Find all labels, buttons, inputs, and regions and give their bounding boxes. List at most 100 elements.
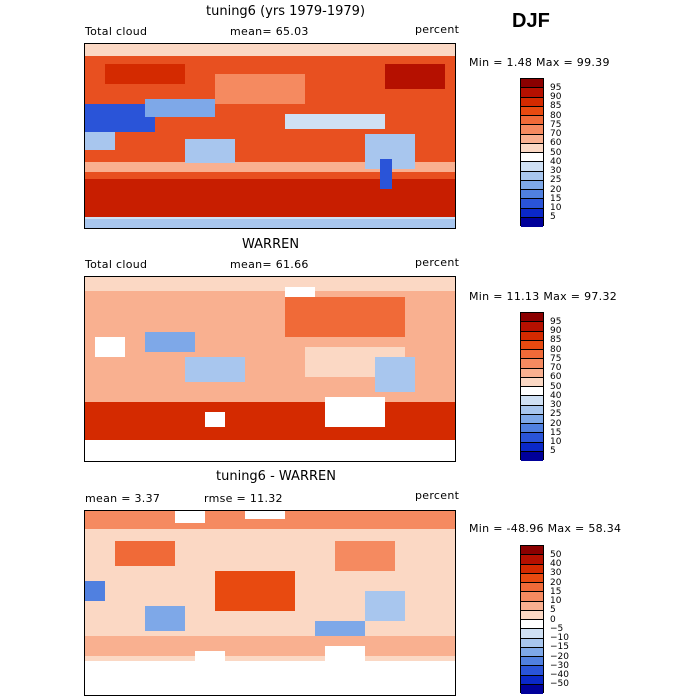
colorbar-tick-label: 75	[550, 120, 562, 130]
colorbar-cell	[521, 368, 543, 378]
colorbar-tick-label: 15	[550, 587, 562, 597]
panel2-units: percent	[415, 256, 460, 269]
panel1-units: percent	[415, 23, 460, 36]
colorbar-cell	[521, 657, 543, 667]
colorbar-cell	[521, 190, 543, 200]
colorbar-cell	[521, 322, 543, 332]
colorbar-cell	[521, 620, 543, 630]
colorbar-cell	[521, 592, 543, 602]
colorbar-tick-label: 80	[550, 345, 562, 355]
panel3-mean: mean = 3.37	[85, 492, 161, 505]
colorbar-tick-label: 50	[550, 148, 562, 158]
panel1-left-label: Total cloud	[85, 25, 148, 38]
colorbar-cell	[521, 629, 543, 639]
colorbar-cell	[521, 180, 543, 190]
colorbar-cell	[521, 125, 543, 135]
colorbar-cell	[521, 396, 543, 406]
colorbar-tick-label: −10	[550, 633, 569, 643]
colorbar-cell	[521, 359, 543, 369]
panel1-colorbar	[520, 78, 544, 227]
colorbar-tick-label: −20	[550, 652, 569, 662]
panel2-left-label: Total cloud	[85, 258, 148, 271]
colorbar-cell	[521, 134, 543, 144]
panel2-mean: mean= 61.66	[230, 258, 309, 271]
colorbar-tick-label: −50	[550, 679, 569, 689]
colorbar-cell	[521, 199, 543, 209]
colorbar-cell	[521, 675, 543, 685]
colorbar-tick-label: 25	[550, 409, 562, 419]
panel3-units: percent	[415, 489, 460, 502]
colorbar-tick-label: 20	[550, 578, 562, 588]
colorbar-tick-label: 85	[550, 101, 562, 111]
colorbar-tick-label: −15	[550, 642, 569, 652]
colorbar-tick-label: 90	[550, 326, 562, 336]
panel3-title: tuning6 - WARREN	[216, 469, 336, 484]
colorbar-cell	[521, 405, 543, 415]
colorbar-tick-label: 5	[550, 605, 556, 615]
colorbar-cell	[521, 442, 543, 452]
panel1-mean: mean= 65.03	[230, 25, 309, 38]
colorbar-cell	[521, 331, 543, 341]
colorbar-cell	[521, 350, 543, 360]
panel2-minmax: Min = 11.13 Max = 97.32	[469, 290, 618, 303]
colorbar-cell	[521, 433, 543, 443]
colorbar-cell	[521, 684, 543, 694]
colorbar-tick-label: 40	[550, 157, 562, 167]
colorbar-cell	[521, 414, 543, 424]
colorbar-tick-label: 95	[550, 317, 562, 327]
colorbar-tick-label: 30	[550, 400, 562, 410]
colorbar-tick-label: 40	[550, 559, 562, 569]
colorbar-cell	[521, 555, 543, 565]
colorbar-cell	[521, 601, 543, 611]
panel2-colorbar	[520, 312, 544, 461]
panel3-minmax: Min = -48.96 Max = 58.34	[469, 522, 622, 535]
colorbar-tick-label: 30	[550, 166, 562, 176]
season-label: DJF	[512, 10, 550, 32]
colorbar-cell	[521, 647, 543, 657]
colorbar-tick-label: 10	[550, 596, 562, 606]
colorbar-tick-label: −30	[550, 661, 569, 671]
colorbar-cell	[521, 208, 543, 218]
colorbar-tick-label: 75	[550, 354, 562, 364]
colorbar-tick-label: 70	[550, 129, 562, 139]
panel2-map	[84, 276, 456, 462]
colorbar-tick-label: 10	[550, 437, 562, 447]
colorbar-tick-label: 15	[550, 194, 562, 204]
colorbar-tick-label: 70	[550, 363, 562, 373]
colorbar-tick-label: 5	[550, 446, 556, 456]
colorbar-tick-label: 40	[550, 391, 562, 401]
colorbar-tick-label: 50	[550, 382, 562, 392]
colorbar-tick-label: 95	[550, 83, 562, 93]
colorbar-tick-label: 25	[550, 175, 562, 185]
colorbar-cell	[521, 451, 543, 461]
panel2-title: WARREN	[242, 237, 300, 252]
panel3-map	[84, 510, 456, 696]
colorbar-tick-label: 20	[550, 419, 562, 429]
colorbar-tick-label: 10	[550, 203, 562, 213]
colorbar-tick-label: 60	[550, 372, 562, 382]
colorbar-tick-label: 85	[550, 335, 562, 345]
panel3-rmse: rmse = 11.32	[204, 492, 283, 505]
colorbar-cell	[521, 666, 543, 676]
colorbar-cell	[521, 162, 543, 172]
colorbar-tick-label: 0	[550, 615, 556, 625]
colorbar-cell	[521, 106, 543, 116]
colorbar-tick-label: −40	[550, 670, 569, 680]
panel1-title: tuning6 (yrs 1979-1979)	[206, 4, 366, 19]
colorbar-tick-label: 60	[550, 138, 562, 148]
colorbar-tick-label: 20	[550, 185, 562, 195]
panel1-map	[84, 43, 456, 229]
colorbar-cell	[521, 217, 543, 227]
colorbar-cell	[521, 546, 543, 556]
colorbar-cell	[521, 153, 543, 163]
colorbar-cell	[521, 583, 543, 593]
panel3-colorbar	[520, 545, 544, 694]
colorbar-cell	[521, 340, 543, 350]
colorbar-cell	[521, 610, 543, 620]
colorbar-cell	[521, 313, 543, 323]
colorbar-cell	[521, 143, 543, 153]
colorbar-cell	[521, 573, 543, 583]
colorbar-tick-label: 50	[550, 550, 562, 560]
colorbar-cell	[521, 97, 543, 107]
panel1-minmax: Min = 1.48 Max = 99.39	[469, 56, 610, 69]
